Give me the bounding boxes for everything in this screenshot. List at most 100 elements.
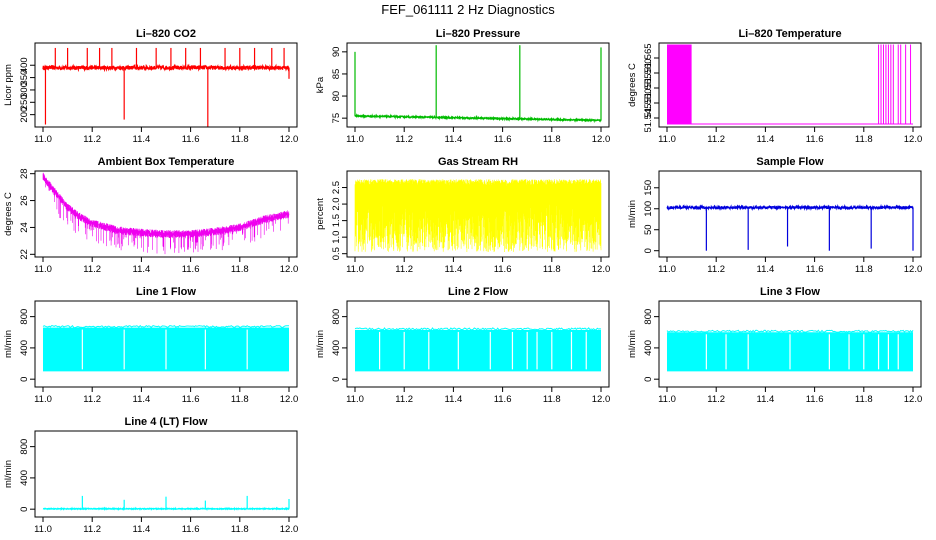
x-tick-label: 11.4 bbox=[133, 264, 151, 275]
x-tick-label: 11.4 bbox=[757, 134, 775, 145]
y-tick-label: 800 bbox=[19, 309, 30, 325]
x-tick-label: 12.0 bbox=[904, 134, 923, 145]
x-tick-label: 11.0 bbox=[346, 264, 364, 275]
x-tick-label: 11.2 bbox=[707, 264, 725, 275]
x-tick-label: 11.4 bbox=[757, 264, 775, 275]
x-tick-label: 11.6 bbox=[494, 394, 512, 405]
panel-2: Li–820 Temperature degrees C 11.0 11.2 11.4 1… bbox=[627, 28, 922, 145]
x-tick-label: 11.6 bbox=[494, 134, 512, 145]
y-tick-label: 0.5 bbox=[331, 247, 342, 260]
x-tick-label: 11.0 bbox=[34, 264, 52, 275]
x-tick-label: 11.6 bbox=[806, 134, 824, 145]
x-tick-label: 12.0 bbox=[280, 264, 299, 275]
x-tick-label: 12.0 bbox=[904, 394, 923, 405]
x-tick-label: 11.8 bbox=[855, 394, 873, 405]
y-axis-label: degrees C bbox=[3, 192, 14, 236]
y-tick-label: 400 bbox=[19, 340, 30, 356]
x-tick-label: 11.6 bbox=[182, 524, 200, 535]
figure-title: FEF_061111 2 Hz Diagnostics bbox=[381, 2, 555, 17]
panel-1: Li–820 Pressure kPa 11.0 11.2 11.4 11.6 11.8 12… bbox=[315, 28, 610, 145]
plot-frame bbox=[34, 300, 298, 388]
y-tick-label: 400 bbox=[331, 340, 342, 356]
y-tick-label: 2.0 bbox=[331, 197, 342, 210]
y-tick-label: 0 bbox=[331, 377, 342, 382]
panel-3: Ambient Box Temperature degrees C 11.0 11.2… bbox=[3, 156, 298, 275]
ambient-trace bbox=[42, 172, 290, 255]
x-tick-label: 11.4 bbox=[133, 394, 151, 405]
data-series bbox=[666, 203, 914, 251]
y-tick-label: 85 bbox=[331, 69, 342, 80]
y-tick-label: 51.550 bbox=[643, 88, 654, 117]
y-axis-label: degrees C bbox=[627, 63, 638, 107]
y-axis-label: ml/min bbox=[315, 330, 326, 358]
x-tick-label: 11.8 bbox=[231, 134, 249, 145]
data-series bbox=[667, 44, 913, 125]
y-axis-label: ml/min bbox=[627, 330, 638, 358]
x-tick-label: 11.2 bbox=[707, 394, 725, 405]
y-tick-label: 1.0 bbox=[331, 231, 342, 244]
panel-title: Li–820 Temperature bbox=[738, 28, 841, 40]
y-tick-label: 24 bbox=[19, 222, 30, 233]
panel-title: Li–820 CO2 bbox=[136, 28, 196, 40]
x-tick-label: 11.8 bbox=[543, 264, 561, 275]
y-axis-label: Licor ppm bbox=[3, 64, 14, 106]
x-tick-label: 12.0 bbox=[904, 264, 923, 275]
y-tick-label: 26 bbox=[19, 195, 30, 206]
y-tick-label: 75 bbox=[331, 113, 342, 124]
x-tick-label: 11.0 bbox=[346, 394, 364, 405]
data-series bbox=[42, 172, 290, 255]
plot-frame bbox=[34, 430, 298, 518]
data-series bbox=[42, 47, 290, 127]
x-tick-label: 11.8 bbox=[231, 394, 249, 405]
x-tick-label: 11.2 bbox=[707, 134, 725, 145]
x-tick-label: 11.6 bbox=[806, 394, 824, 405]
panel-title: Line 2 Flow bbox=[448, 286, 508, 298]
panel-title: Li–820 Pressure bbox=[436, 28, 520, 40]
x-tick-label: 11.6 bbox=[182, 264, 200, 275]
trace bbox=[42, 63, 290, 73]
flow-band-edge bbox=[354, 327, 602, 331]
y-tick-label: 150 bbox=[643, 180, 654, 196]
plot-frame bbox=[346, 42, 610, 128]
x-tick-label: 11.0 bbox=[34, 134, 52, 145]
flow-band-edge bbox=[666, 329, 914, 334]
y-tick-label: 1.5 bbox=[331, 214, 342, 227]
trace bbox=[354, 113, 602, 124]
panel-4: Gas Stream RH percent 11.0 11.2 11.4 11.6 11.8… bbox=[315, 156, 610, 275]
x-tick-label: 11.2 bbox=[395, 394, 413, 405]
x-tick-label: 11.4 bbox=[133, 134, 151, 145]
y-tick-label: 51.560 bbox=[643, 58, 654, 87]
x-tick-label: 11.2 bbox=[83, 134, 101, 145]
panel-title: Ambient Box Temperature bbox=[98, 156, 235, 168]
plot-frame bbox=[658, 170, 922, 258]
panel-7: Line 2 Flow ml/min 11.0 11.2 11.4 11.6 11.8 12.… bbox=[315, 286, 610, 405]
plot-frame bbox=[346, 170, 610, 258]
panel-5: Sample Flow ml/min 11.0 11.2 11.4 11.6 11.8 12.… bbox=[627, 156, 922, 275]
x-tick-label: 11.2 bbox=[83, 524, 101, 535]
y-tick-label: 250 bbox=[19, 94, 30, 110]
y-tick-label: 50 bbox=[643, 224, 654, 235]
y-tick-label: 51.545 bbox=[643, 103, 654, 132]
data-series bbox=[42, 324, 289, 372]
temp-block bbox=[667, 44, 692, 124]
y-tick-label: 800 bbox=[331, 309, 342, 325]
data-series bbox=[354, 327, 602, 372]
plot-frame bbox=[658, 42, 922, 128]
y-axis-label: ml/min bbox=[3, 460, 14, 488]
x-tick-label: 11.0 bbox=[658, 264, 676, 275]
y-tick-label: 51.565 bbox=[643, 43, 654, 72]
x-tick-label: 12.0 bbox=[592, 134, 611, 145]
x-tick-label: 11.0 bbox=[658, 394, 676, 405]
y-tick-label: 200 bbox=[19, 107, 30, 123]
x-tick-label: 11.4 bbox=[445, 134, 463, 145]
y-tick-label: 0 bbox=[19, 507, 30, 512]
y-tick-label: 300 bbox=[19, 82, 30, 98]
x-tick-label: 11.2 bbox=[395, 134, 413, 145]
panel-title: Line 4 (LT) Flow bbox=[125, 416, 208, 428]
panel-title: Sample Flow bbox=[756, 156, 824, 168]
plot-frame bbox=[658, 300, 922, 388]
x-tick-label: 11.6 bbox=[182, 394, 200, 405]
y-axis-label: ml/min bbox=[627, 200, 638, 228]
rh-trace bbox=[354, 179, 602, 252]
